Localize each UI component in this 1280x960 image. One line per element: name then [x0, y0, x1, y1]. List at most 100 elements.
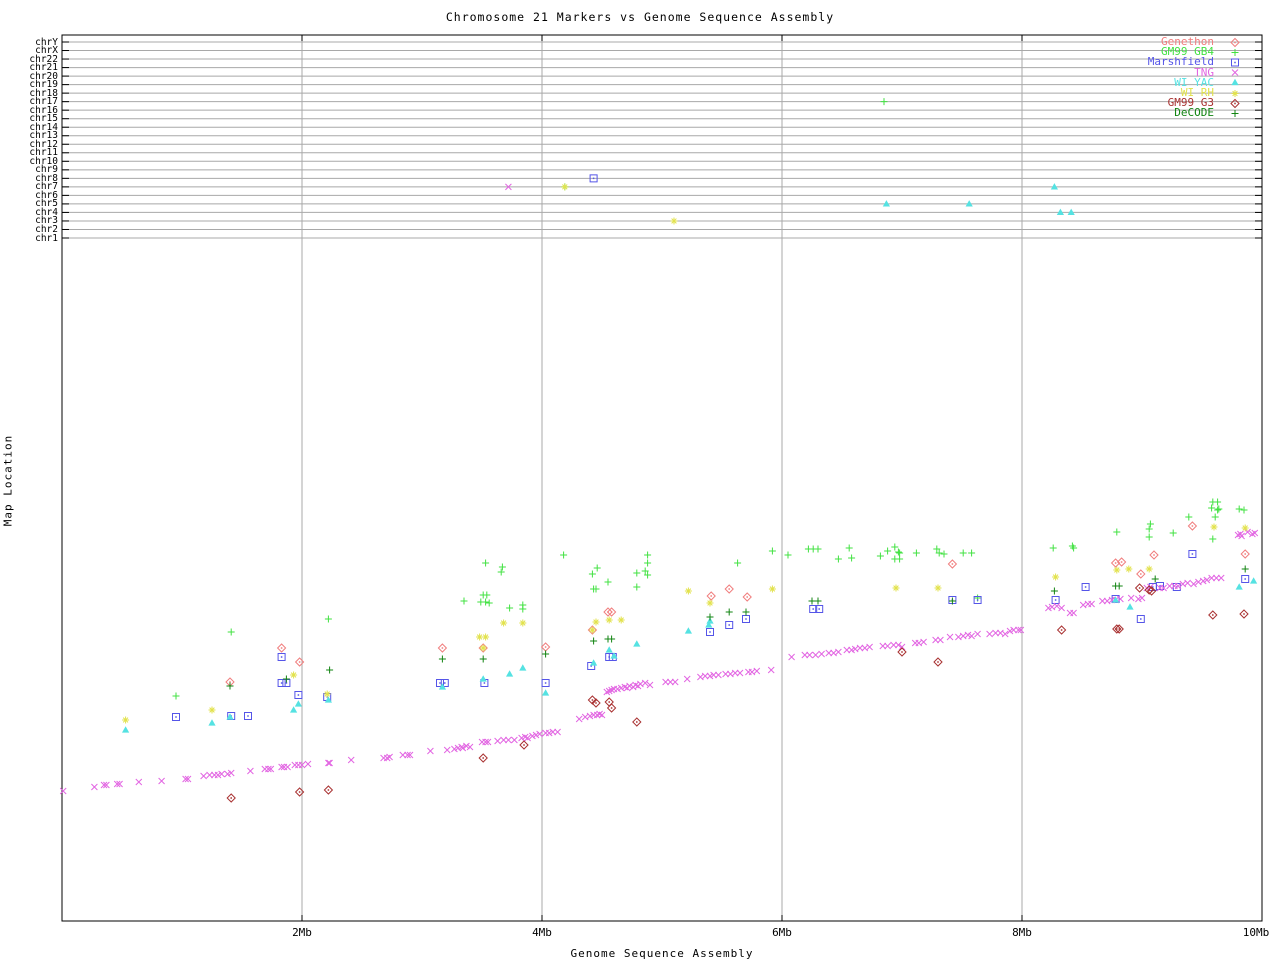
- chr-label: chr8: [35, 172, 58, 184]
- scatter-point: [1235, 583, 1243, 590]
- scatter-point: [290, 671, 298, 679]
- scatter-point: [598, 711, 606, 719]
- scatter-point: [304, 760, 312, 768]
- series-wi-yac: [122, 183, 1258, 733]
- x-tick-label: 2Mb: [292, 926, 312, 939]
- x-tick-label: 10Mb: [1242, 926, 1270, 939]
- scatter-point: [540, 642, 551, 652]
- scatter-point: [880, 98, 888, 106]
- scatter-point: [476, 633, 484, 641]
- scatter-point: [479, 655, 487, 663]
- scatter-point: [753, 667, 761, 675]
- scatter-point: [226, 713, 234, 720]
- scatter-point: [324, 696, 332, 703]
- scatter-point: [1127, 594, 1135, 602]
- scatter-point: [326, 666, 334, 674]
- chr-label: chr22: [29, 53, 58, 65]
- scatter-point: [593, 564, 601, 572]
- scatter-point: [894, 548, 902, 556]
- scatter-point: [505, 736, 512, 744]
- scatter-point: [284, 763, 291, 771]
- scatter-point: [715, 671, 722, 679]
- scatter-point: [1213, 574, 1220, 582]
- series-decode: [226, 565, 1249, 690]
- scatter-point: [605, 646, 613, 653]
- scatter-point: [277, 653, 286, 661]
- scatter-point: [734, 559, 742, 567]
- scatter-point: [498, 563, 506, 571]
- scatter-point: [208, 719, 216, 726]
- scatter-point: [706, 628, 714, 636]
- scatter-point: [1241, 565, 1249, 573]
- scatter-point: [227, 628, 235, 636]
- scatter-point: [519, 740, 529, 750]
- scatter-point: [208, 706, 216, 714]
- scatter-point: [1203, 576, 1211, 584]
- scatter-point: [326, 759, 333, 767]
- scatter-point: [244, 712, 252, 720]
- scatter-point: [560, 551, 568, 559]
- scatter-point: [592, 618, 600, 626]
- scatter-point: [294, 787, 305, 797]
- scatter-point: [808, 597, 816, 605]
- scatter-point: [1088, 600, 1095, 608]
- scatter-point: [399, 751, 407, 759]
- series-gm99-g3: [226, 583, 1249, 803]
- scatter-point: [912, 549, 920, 557]
- scatter-point: [1010, 626, 1017, 634]
- scatter-point: [884, 547, 892, 555]
- legend-label: GM99 GB4: [1161, 45, 1214, 59]
- scatter-point: [818, 650, 825, 658]
- scatter-point: [1215, 505, 1223, 513]
- scatter-point: [1070, 544, 1078, 552]
- scatter-point: [1099, 597, 1106, 605]
- scatter-point: [1050, 587, 1058, 595]
- scatter-point: [1146, 520, 1154, 528]
- scatter-point: [968, 549, 976, 557]
- scatter-point: [879, 642, 887, 650]
- scatter-point: [1052, 573, 1060, 581]
- scatter-point: [404, 751, 411, 759]
- scatter-point: [701, 672, 709, 680]
- scatter-point: [1240, 506, 1248, 514]
- scatter-point: [935, 549, 943, 557]
- chr-label: chr12: [29, 138, 58, 150]
- scatter-point: [1251, 529, 1259, 537]
- scatter-point: [294, 657, 305, 667]
- scatter-point: [561, 183, 569, 191]
- scatter-point: [494, 737, 501, 745]
- chart-title: Chromosome 21 Markers vs Genome Sequence…: [445, 10, 835, 24]
- scatter-point: [1240, 549, 1250, 559]
- scatter-point: [103, 781, 110, 789]
- plot-border: [61, 34, 1263, 922]
- scatter-point: [736, 669, 744, 677]
- scatter-point: [247, 767, 254, 775]
- x-tick-label: 6Mb: [772, 926, 792, 939]
- scatter-point: [182, 775, 189, 783]
- scatter-point: [1125, 565, 1133, 573]
- scatter-point: [438, 683, 446, 690]
- scatter-point: [1239, 609, 1249, 619]
- scatter-point: [801, 651, 809, 659]
- scatter-point: [965, 200, 973, 207]
- scatter-point: [1241, 524, 1249, 532]
- scatter-point: [933, 545, 941, 553]
- scatter-point: [1145, 533, 1153, 541]
- scatter-point: [1112, 596, 1120, 603]
- scatter-point: [974, 630, 981, 638]
- scatter-point: [1209, 535, 1217, 543]
- scatter-point: [1050, 183, 1058, 190]
- scatter-point: [482, 559, 490, 567]
- scatter-point: [1235, 505, 1243, 513]
- scatter-point: [1015, 626, 1022, 634]
- scatter-point: [848, 554, 856, 562]
- scatter-point: [768, 547, 776, 555]
- plus-legend-icon: [1231, 109, 1239, 117]
- scatter-point: [706, 599, 714, 607]
- scatter-point: [427, 747, 434, 755]
- scatter-point: [947, 559, 958, 569]
- scatter-point: [438, 655, 446, 663]
- scatter-point: [298, 761, 306, 769]
- legend-row: Genethon: [1148, 36, 1242, 47]
- scatter-point: [937, 636, 944, 644]
